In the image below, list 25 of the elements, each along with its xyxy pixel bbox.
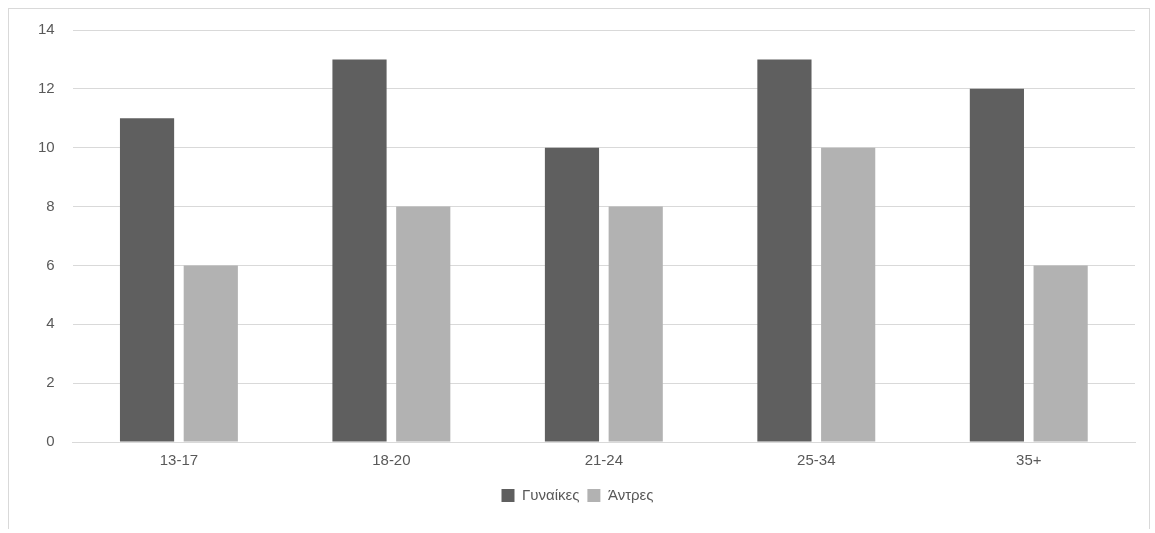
y-tick-label: 8 bbox=[46, 196, 55, 214]
y-tick-label: 0 bbox=[46, 432, 55, 450]
y-tick-label: 4 bbox=[46, 314, 55, 332]
bar bbox=[1033, 265, 1088, 442]
bar bbox=[183, 265, 238, 442]
bar bbox=[544, 147, 600, 442]
x-tick-label: 35+ bbox=[1016, 451, 1042, 469]
y-tick-label: 12 bbox=[38, 79, 55, 96]
y-tick-label: 2 bbox=[46, 373, 55, 391]
y-tick-label: 14 bbox=[38, 20, 55, 38]
x-tick-label: 25-34 bbox=[797, 451, 836, 469]
legend-label: Άντρες bbox=[607, 485, 654, 503]
x-tick-label: 18-20 bbox=[372, 451, 411, 469]
bar bbox=[119, 118, 175, 442]
bar bbox=[757, 59, 812, 442]
bar bbox=[332, 59, 387, 442]
bar bbox=[396, 206, 451, 442]
y-tick-label: 6 bbox=[46, 255, 55, 273]
legend-label: Γυναίκες bbox=[522, 485, 580, 503]
x-tick-label: 13-17 bbox=[159, 451, 199, 469]
bar bbox=[821, 147, 876, 442]
bar bbox=[608, 206, 663, 442]
bar bbox=[969, 88, 1024, 442]
y-tick-label: 10 bbox=[38, 137, 55, 155]
x-tick-label: 21-24 bbox=[584, 451, 624, 469]
